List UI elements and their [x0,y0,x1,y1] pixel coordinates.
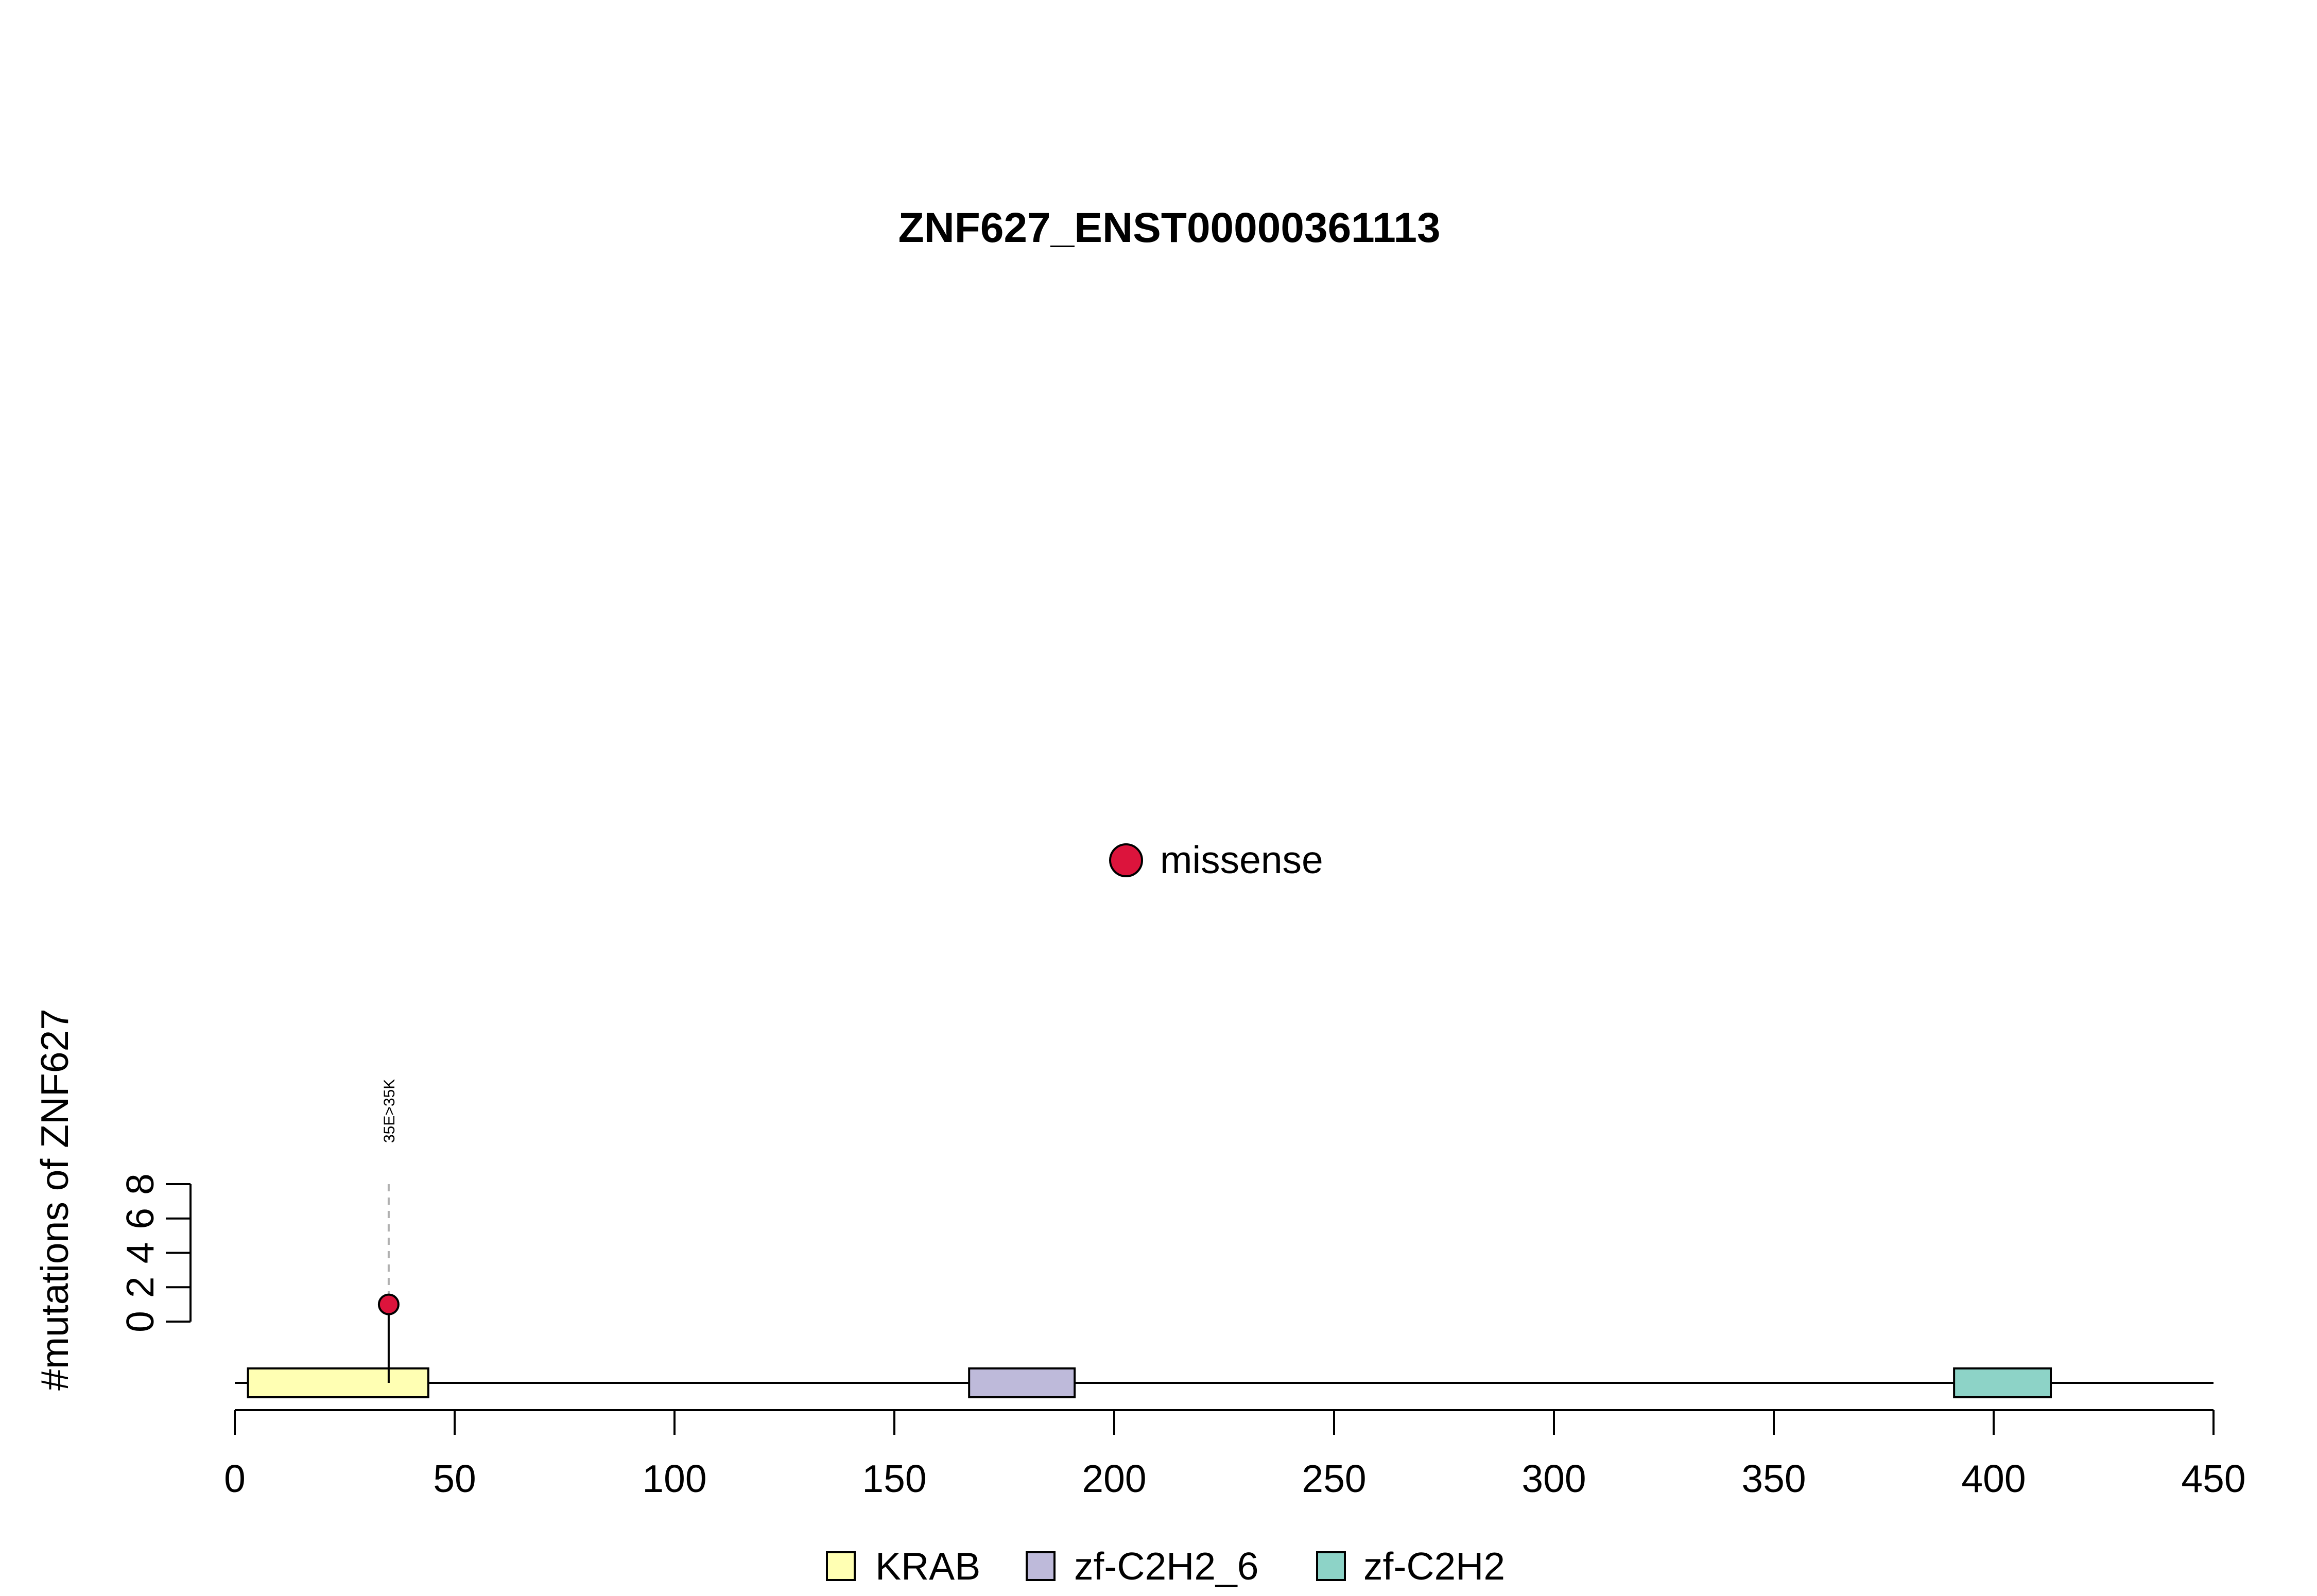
domain-zf-c2h2-6 [968,1367,1076,1398]
missense-legend-label: missense [1160,838,1323,881]
y-tick-label: 0 [118,1311,162,1332]
x-axis: 0 50 100 150 200 250 300 350 400 450 [224,1409,2246,1500]
x-tick-label: 400 [1961,1457,2026,1500]
chart-title: ZNF627_ENST00000361113 [898,204,1440,251]
y-axis-label: #mutations of ZNF627 [33,1009,76,1391]
domain-zf-c2h2 [1953,1367,2052,1398]
domain-legend-swatch [1026,1551,1056,1581]
domain-legend: KRAB zf-C2H2_6 zf-C2H2 [826,1545,1505,1588]
mutation-point [377,1293,400,1315]
domain-legend-swatch [826,1551,856,1581]
x-tick-label: 300 [1521,1457,1586,1500]
x-tick-label: 50 [433,1457,476,1500]
domain-legend-label: zf-C2H2 [1363,1545,1505,1588]
missense-legend-marker [1109,843,1143,877]
x-tick-label: 100 [642,1457,706,1500]
y-tick-label: 4 [118,1242,162,1264]
y-axis: 0 2 4 6 8 [118,1173,192,1332]
y-tick-label: 6 [118,1208,162,1229]
mutation-lollipops: 35E>35K [377,1079,400,1383]
domain-legend-label: zf-C2H2_6 [1074,1545,1258,1588]
x-tick-label: 250 [1302,1457,1366,1500]
domain-krab [247,1367,429,1398]
x-tick-label: 350 [1741,1457,1806,1500]
y-tick-label: 8 [118,1173,162,1195]
y-tick-label: 2 [118,1276,162,1298]
domain-boxes [247,1367,2052,1398]
x-tick-label: 0 [224,1457,246,1500]
domain-legend-swatch [1316,1551,1346,1581]
domain-legend-label: KRAB [875,1545,980,1588]
x-tick-label: 450 [2181,1457,2245,1500]
mutation-legend: missense [1109,838,1323,881]
mutation-label: 35E>35K [381,1079,398,1143]
x-tick-label: 200 [1082,1457,1146,1500]
x-tick-label: 150 [862,1457,926,1500]
